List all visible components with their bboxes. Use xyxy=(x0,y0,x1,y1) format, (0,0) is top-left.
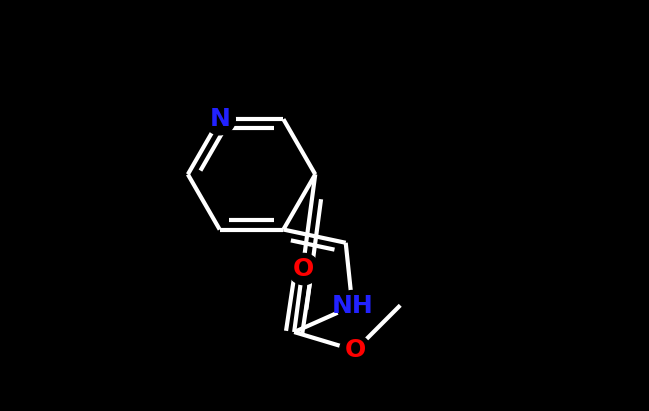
Text: O: O xyxy=(293,257,314,281)
Circle shape xyxy=(288,254,319,285)
Circle shape xyxy=(337,291,368,322)
Text: NH: NH xyxy=(332,294,373,318)
Circle shape xyxy=(204,104,236,135)
Circle shape xyxy=(339,335,371,366)
Text: N: N xyxy=(209,107,230,131)
Text: O: O xyxy=(345,338,366,363)
